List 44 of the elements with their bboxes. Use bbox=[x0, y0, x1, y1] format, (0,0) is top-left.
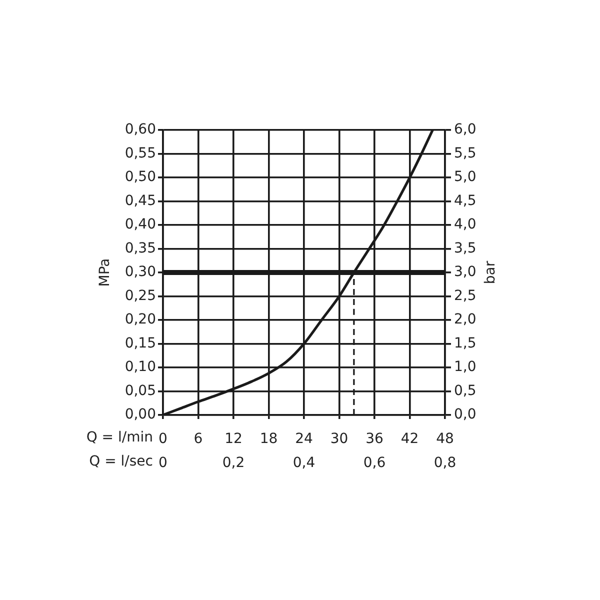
y-tick-label: 0,35 bbox=[124, 240, 156, 256]
x-tick-label: 0 bbox=[158, 431, 168, 448]
y-tick-label: 0,20 bbox=[124, 312, 156, 328]
x2-tick-label: 0,2 bbox=[222, 455, 245, 472]
y2-tick-label: 5,0 bbox=[454, 169, 476, 186]
y-tick-label: 0,50 bbox=[124, 169, 156, 186]
x-tick-label: 36 bbox=[366, 431, 384, 448]
y2-tick-label: 6,0 bbox=[454, 122, 476, 138]
y-tick-label: 0,40 bbox=[124, 216, 156, 233]
y-axis-title: MPa bbox=[97, 258, 114, 287]
x-tick-label: 30 bbox=[330, 431, 348, 448]
y2-tick-label: 3,5 bbox=[454, 240, 476, 256]
y-tick-label: 0,30 bbox=[124, 264, 156, 280]
y-tick-label: 0,60 bbox=[124, 122, 156, 138]
y2-tick-label: 4,0 bbox=[454, 216, 476, 233]
y2-tick-label: 0,5 bbox=[454, 382, 476, 399]
y2-tick-label: 2,5 bbox=[454, 288, 476, 304]
y2-tick-label: 3,0 bbox=[454, 264, 476, 280]
y2-tick-label: 5,5 bbox=[454, 145, 476, 162]
x2-tick-label: 0,8 bbox=[434, 455, 456, 472]
x-tick-label: 42 bbox=[400, 431, 419, 448]
x2-tick-label: 0,6 bbox=[363, 455, 386, 472]
y2-tick-label: 0,0 bbox=[454, 406, 476, 423]
y-tick-label: 0,25 bbox=[124, 288, 156, 304]
y2-tick-label: 1,5 bbox=[454, 335, 476, 352]
y2-tick-label: 2,0 bbox=[454, 312, 476, 328]
y-tick-label: 0,10 bbox=[124, 359, 156, 376]
y-tick-label: 0,55 bbox=[124, 145, 156, 162]
y2-tick-label: 1,0 bbox=[454, 359, 476, 376]
x-axis-title: Q = l/min bbox=[86, 430, 153, 446]
y2-tick-label: 4,5 bbox=[454, 192, 476, 209]
y-tick-label: 0,45 bbox=[124, 192, 156, 209]
x-tick-label: 18 bbox=[260, 431, 278, 448]
x2-axis-title: Q = l/sec bbox=[89, 454, 153, 470]
x-tick-label: 24 bbox=[295, 431, 313, 448]
y-tick-label: 0,15 bbox=[124, 335, 156, 352]
y-tick-label: 0,00 bbox=[124, 406, 156, 423]
x2-tick-label: 0 bbox=[158, 455, 168, 472]
x2-tick-label: 0,4 bbox=[292, 455, 316, 472]
y-tick-label: 0,05 bbox=[124, 382, 156, 399]
y2-axis-title: bar bbox=[482, 260, 499, 284]
x-tick-label: 12 bbox=[224, 431, 242, 448]
x-tick-label: 6 bbox=[194, 431, 203, 448]
x-tick-label: 48 bbox=[436, 431, 454, 448]
